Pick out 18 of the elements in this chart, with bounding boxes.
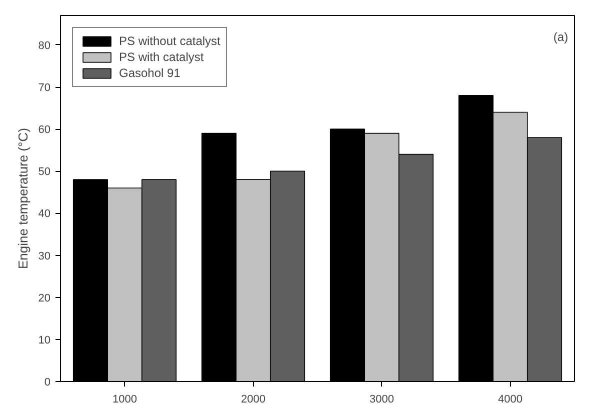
y-tick-label: 70 <box>38 82 51 94</box>
y-tick-label: 30 <box>38 250 51 262</box>
y-axis-title: Engine temperature (°C) <box>15 128 30 270</box>
annotation: (a) <box>553 30 568 44</box>
legend-label: PS without catalyst <box>119 34 220 48</box>
legend-label: Gasohol 91 <box>119 66 180 80</box>
x-tick-label: 2000 <box>241 394 266 405</box>
x-tick-label: 3000 <box>370 394 394 405</box>
y-tick-label: 40 <box>38 208 51 220</box>
y-tick-label: 80 <box>38 40 51 52</box>
y-tick-label: 10 <box>38 334 51 346</box>
x-tick-label: 4000 <box>498 394 522 405</box>
y-tick-label: 20 <box>38 292 51 304</box>
y-tick-label: 0 <box>44 376 51 388</box>
y-tick-label: 60 <box>38 124 51 136</box>
x-tick-label: 1000 <box>112 394 137 405</box>
legend-label: PS with catalyst <box>119 50 204 64</box>
y-tick-label: 50 <box>38 166 51 178</box>
